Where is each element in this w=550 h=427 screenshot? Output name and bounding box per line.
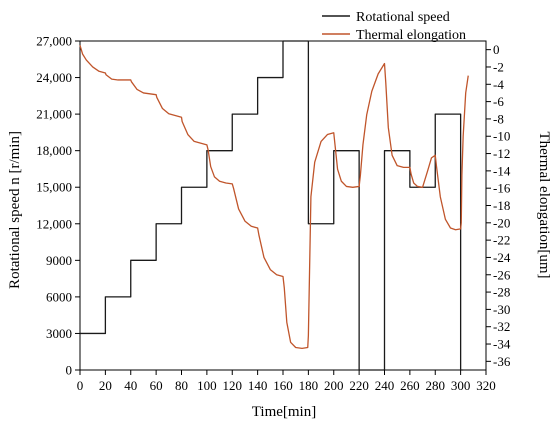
series-line-rotational-speed	[80, 40, 464, 371]
y-right-tick-label-18: -36	[493, 354, 511, 369]
y-left-tick-label-2: 6000	[46, 289, 72, 304]
x-tick-label-10: 200	[324, 378, 344, 393]
x-tick-label-6: 120	[223, 378, 243, 393]
plot-frame	[79, 40, 487, 371]
y-left-tick-label-6: 18,000	[36, 143, 72, 158]
y-right-tick-label-16: -32	[493, 319, 510, 334]
x-tick-label-5: 100	[197, 378, 217, 393]
y-right-tick-label-15: -30	[493, 302, 510, 317]
legend-label-thermal-elongation: Thermal elongation	[356, 28, 466, 43]
plot-border	[79, 40, 487, 371]
y-left-tick-label-3: 9000	[46, 253, 72, 268]
y-right-tick-label-9: -18	[493, 198, 510, 213]
y-left-tick-label-7: 21,000	[36, 107, 72, 122]
x-axis-title: Time[min]	[252, 404, 316, 420]
x-tick-label-2: 40	[124, 378, 137, 393]
y-right-tick-label-3: -6	[493, 94, 504, 109]
y-right-tick-label-8: -16	[493, 181, 511, 196]
y-right-tick-label-17: -34	[493, 337, 511, 352]
y-left-tick-label-1: 3000	[46, 326, 72, 341]
y-right-tick-label-11: -22	[493, 233, 510, 248]
y-right-tick-label-4: -8	[493, 111, 504, 126]
y-right-tick-label-13: -26	[493, 267, 511, 282]
y-left-axis-title: Rotational speed n [r/min]	[7, 131, 23, 289]
y-right-tick-label-6: -12	[493, 146, 510, 161]
axes-layer: 0 20 40 60 80 100 120 140 160 180 200 220 240 260 280 3…	[36, 34, 511, 394]
x-tick-label-0: 0	[77, 378, 84, 393]
y-left-tick-label-9: 27,000	[36, 34, 72, 49]
y-right-tick-label-12: -24	[493, 250, 511, 265]
legend-label-rotational-speed: Rotational speed	[356, 10, 450, 25]
x-tick-label-4: 80	[175, 378, 188, 393]
y-right-tick-label-0: 0	[493, 42, 500, 57]
y-left-tick-label-4: 12,000	[36, 216, 72, 231]
y-right-tick-label-14: -28	[493, 285, 510, 300]
x-tick-label-1: 20	[99, 378, 112, 393]
x-tick-label-14: 280	[426, 378, 446, 393]
y-right-tick-label-1: -2	[493, 59, 504, 74]
x-tick-label-7: 140	[248, 378, 268, 393]
x-tick-label-12: 240	[375, 378, 395, 393]
x-tick-label-3: 60	[150, 378, 163, 393]
x-tick-label-11: 220	[349, 378, 369, 393]
x-tick-label-9: 180	[299, 378, 319, 393]
series-layer	[79, 40, 469, 371]
y-left-tick-label-5: 15,000	[36, 180, 72, 195]
x-tick-label-15: 300	[451, 378, 471, 393]
y-left-tick-label-0: 0	[66, 363, 73, 378]
y-right-tick-label-2: -4	[493, 77, 504, 92]
x-tick-label-13: 260	[400, 378, 420, 393]
y-right-axis-title: Thermal elongation[um]	[536, 131, 550, 278]
y-left-tick-label-8: 24,000	[36, 70, 72, 85]
x-tick-label-8: 160	[273, 378, 293, 393]
y-right-tick-label-10: -20	[493, 215, 510, 230]
series-line-thermal-elongation	[79, 45, 469, 350]
x-tick-label-16: 320	[476, 378, 496, 393]
y-right-tick-label-5: -10	[493, 129, 510, 144]
legend: Rotational speed Thermal elongation	[322, 10, 466, 43]
y-right-tick-label-7: -14	[493, 163, 511, 178]
